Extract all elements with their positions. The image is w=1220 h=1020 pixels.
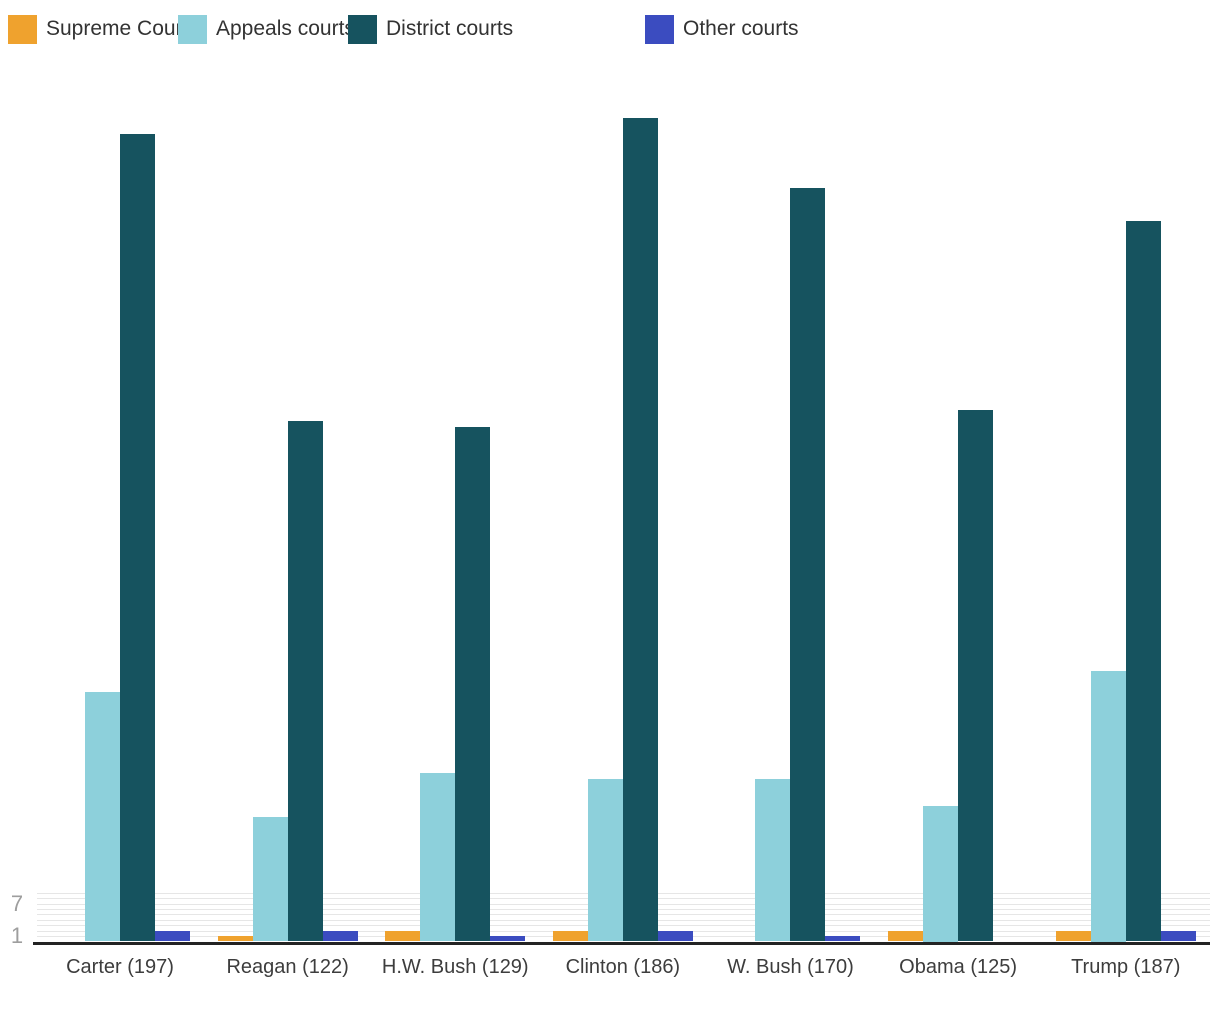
legend-label: Supreme Court	[46, 17, 189, 40]
legend-item-appeals-courts: Appeals courts	[178, 14, 355, 44]
y-axis-tick-label: 1	[10, 923, 24, 949]
bar-supreme-court	[385, 930, 421, 942]
x-axis-category-label: H.W. Bush (129)	[381, 956, 529, 978]
legend-swatch-appeals-courts	[178, 14, 207, 44]
x-axis-category-label: Obama (125)	[899, 956, 1018, 978]
bar-district-courts	[287, 421, 323, 942]
x-axis-category-label: W. Bush (170)	[727, 956, 854, 978]
bar-supreme-court	[1055, 930, 1091, 942]
x-axis-category-label: Carter (197)	[66, 956, 174, 978]
legend-swatch-district-courts	[348, 14, 377, 44]
x-axis-category-label: Reagan (122)	[226, 956, 349, 978]
bar-supreme-court	[888, 930, 924, 942]
legend-label: District courts	[386, 17, 514, 40]
bar-other-courts	[490, 936, 526, 942]
bar-district-courts	[120, 133, 155, 942]
bar-district-courts	[455, 426, 491, 942]
bar-district-courts	[1125, 220, 1161, 942]
bar-supreme-court	[217, 936, 253, 942]
bar-other-courts	[657, 930, 693, 942]
legend-item-district-courts: District courts	[348, 14, 513, 44]
bar-appeals-courts	[923, 806, 959, 942]
bar-appeals-courts	[420, 773, 456, 942]
bar-other-courts	[825, 936, 861, 942]
bar-other-courts	[155, 930, 190, 942]
bar-appeals-courts	[755, 778, 791, 942]
bar-district-courts	[958, 410, 994, 942]
bar-district-courts	[790, 188, 826, 942]
bar-district-courts	[622, 117, 658, 942]
legend-label: Appeals courts	[216, 17, 355, 40]
bar-appeals-courts	[587, 778, 623, 942]
x-axis-category-label: Clinton (186)	[565, 956, 681, 978]
legend-label: Other courts	[683, 17, 799, 40]
bar-appeals-courts	[85, 692, 120, 942]
bar-supreme-court	[552, 930, 588, 942]
bar-appeals-courts	[252, 816, 288, 942]
x-axis-line	[33, 941, 1210, 945]
legend-item-supreme-court: Supreme Court	[8, 14, 188, 44]
legend-swatch-other-courts	[645, 14, 674, 44]
x-axis-category-label: Trump (187)	[1071, 956, 1181, 978]
bar-appeals-courts	[1090, 670, 1126, 942]
bar-other-courts	[1160, 930, 1196, 942]
legend-item-other-courts: Other courts	[645, 14, 799, 44]
legend-swatch-supreme-court	[8, 14, 37, 44]
bar-other-courts	[322, 930, 358, 942]
y-axis-tick-label: 7	[10, 890, 24, 916]
